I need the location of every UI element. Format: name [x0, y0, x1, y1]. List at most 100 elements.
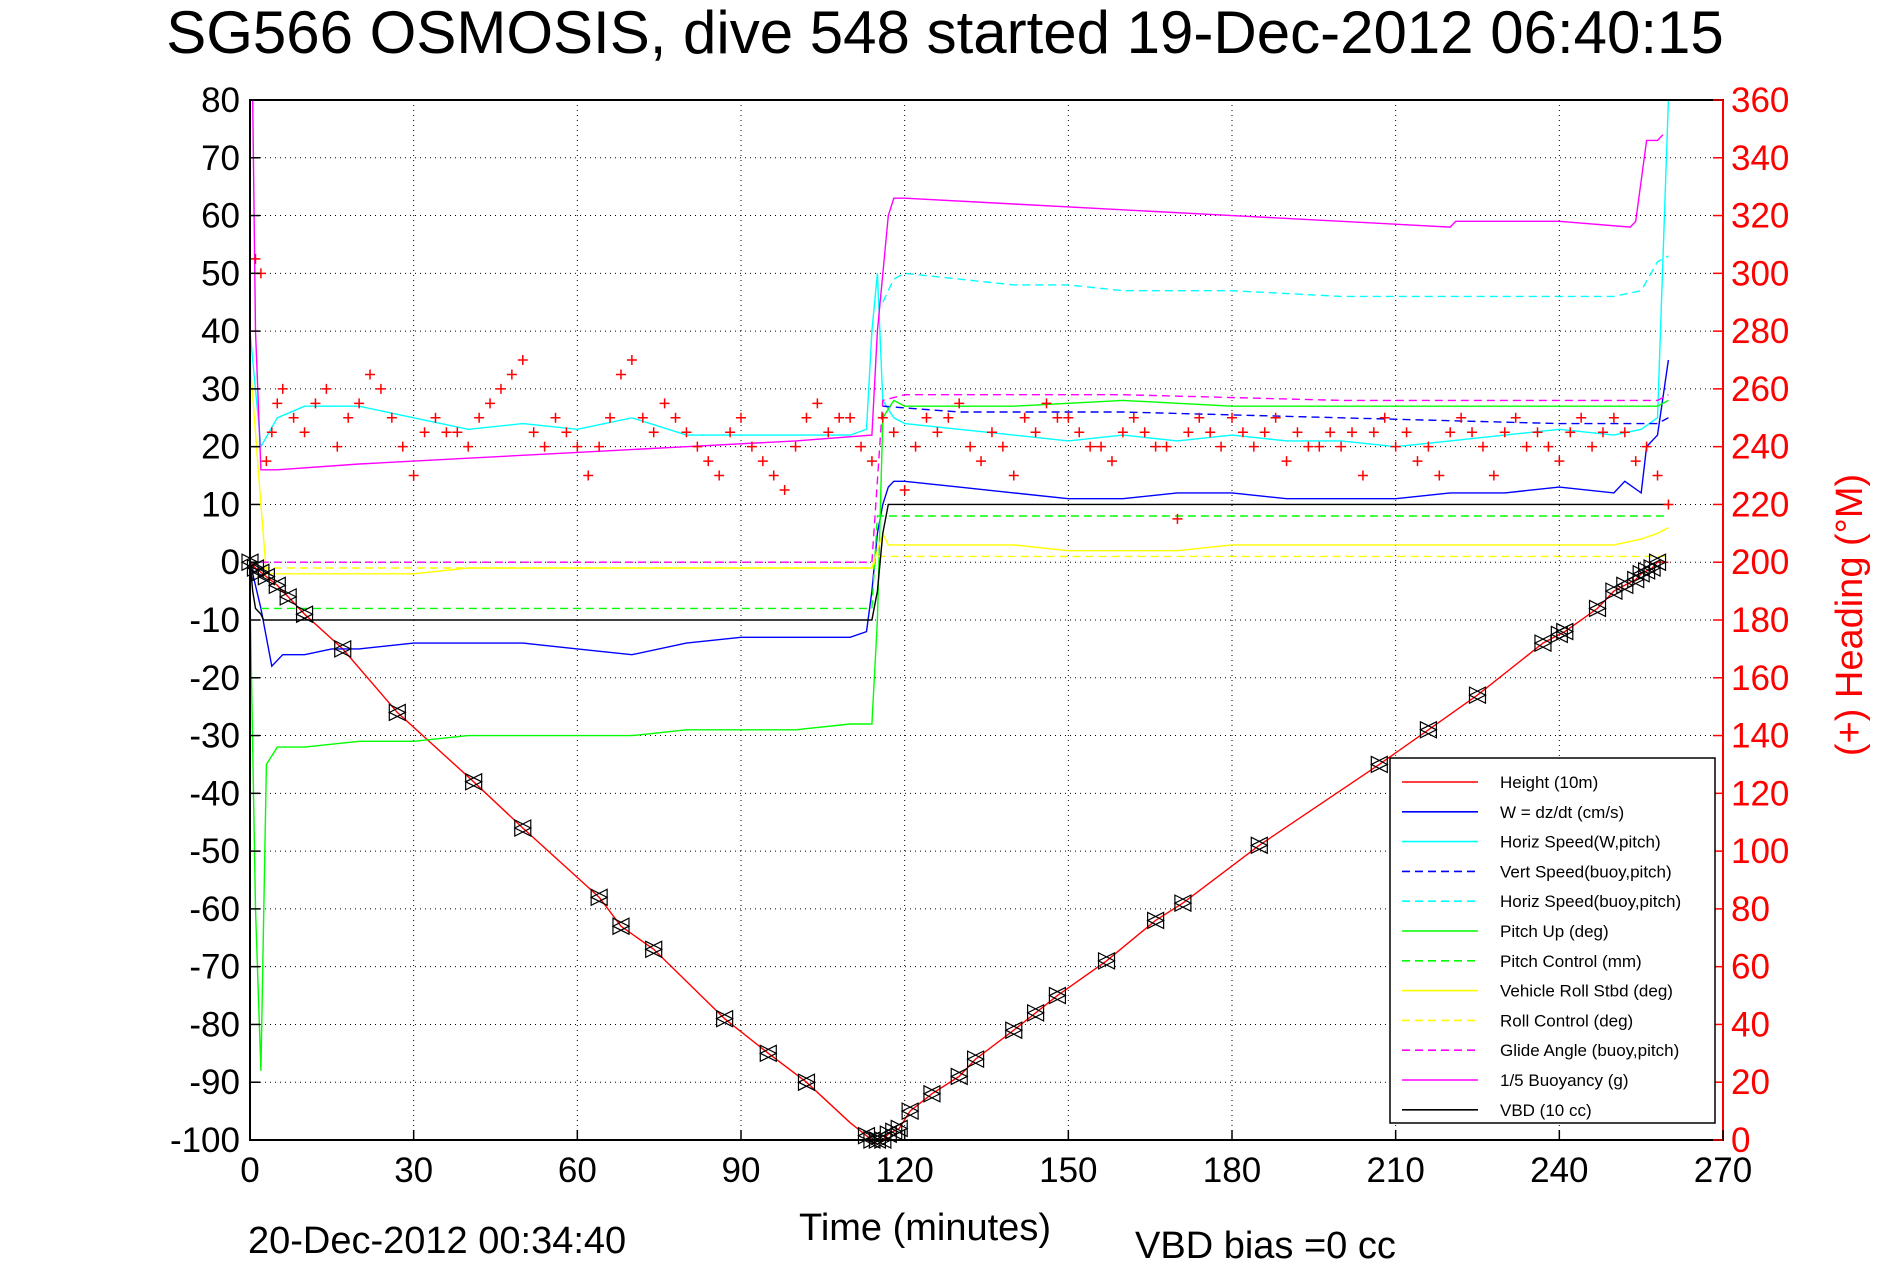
legend-label: Pitch Control (mm)	[1500, 952, 1642, 971]
heading-point	[1423, 441, 1434, 452]
right-tick-label: 320	[1731, 197, 1789, 236]
sample-marker	[333, 639, 353, 658]
heading-point	[1412, 456, 1423, 467]
legend-label: Height (10m)	[1500, 773, 1598, 792]
heading-point	[430, 412, 441, 423]
right-tick-label: 340	[1731, 139, 1789, 178]
left-tick-label: 80	[201, 81, 240, 120]
heading-point	[943, 412, 954, 423]
heading-point	[539, 441, 550, 452]
heading-point	[932, 427, 943, 438]
right-tick-label: 20	[1731, 1063, 1770, 1102]
heading-point	[714, 470, 725, 481]
heading-point	[1281, 456, 1292, 467]
left-axis-ticks: 80 70 60 50 40 30 20 10 0 -10 -20 -30 -40 -50 -60 -70 -8…	[170, 81, 260, 1160]
sample-marker	[966, 1050, 985, 1069]
heading-point	[823, 427, 834, 438]
heading-point	[561, 427, 572, 438]
sample-marker	[1648, 553, 1667, 572]
heading-point	[277, 383, 288, 394]
heading-markers	[250, 253, 1674, 524]
sample-marker	[513, 819, 533, 837]
left-tick-label: 30	[201, 370, 240, 409]
sample-marker	[889, 1119, 909, 1138]
sample-marker	[1369, 755, 1389, 774]
heading-point	[877, 412, 888, 423]
chart-title: SG566 OSMOSIS, dive 548 started 19-Dec-2…	[166, 0, 1724, 66]
left-tick-label: -40	[189, 774, 240, 813]
heading-point	[1467, 427, 1478, 438]
heading-point	[1128, 412, 1139, 423]
heading-point	[1085, 441, 1096, 452]
right-tick-label: 220	[1731, 485, 1789, 524]
heading-point	[1587, 441, 1598, 452]
heading-point	[1096, 441, 1107, 452]
series-4-line	[882, 255, 1669, 303]
heading-point	[1336, 441, 1347, 452]
heading-point	[1510, 412, 1521, 423]
right-tick-label: 80	[1731, 890, 1770, 929]
sample-marker	[1004, 1021, 1024, 1040]
heading-point	[768, 470, 779, 481]
heading-point	[910, 441, 921, 452]
heading-point	[1259, 427, 1270, 438]
heading-point	[757, 456, 768, 467]
heading-point	[812, 398, 823, 409]
right-tick-label: 300	[1731, 254, 1789, 293]
right-tick-label: 360	[1731, 81, 1789, 120]
sample-marker	[922, 1084, 942, 1103]
heading-point	[310, 398, 321, 409]
heading-point	[1161, 441, 1172, 452]
sample-marker	[464, 772, 484, 791]
sample-marker	[1249, 836, 1269, 855]
heading-point	[1019, 412, 1030, 423]
heading-point	[605, 412, 616, 423]
heading-point	[1183, 427, 1194, 438]
heading-point	[899, 485, 910, 495]
heading-point	[1521, 441, 1532, 452]
x-tick-label: 210	[1366, 1151, 1424, 1190]
series-5-line	[250, 399, 1669, 1071]
heading-point	[986, 427, 997, 438]
heading-point	[637, 412, 648, 423]
sample-marker	[387, 703, 407, 722]
legend-label: Horiz Speed(W,pitch)	[1500, 833, 1661, 852]
heading-point	[386, 412, 397, 423]
heading-point	[1227, 412, 1237, 423]
sample-marker	[1173, 894, 1193, 913]
heading-point	[474, 412, 485, 423]
right-axis-ticks: 3603403203002802602402202001801601401201…	[1713, 81, 1789, 1160]
heading-point	[866, 456, 877, 467]
right-tick-label: 200	[1731, 543, 1789, 582]
heading-point	[703, 456, 714, 467]
heading-point	[615, 369, 626, 380]
sample-marker	[267, 576, 287, 595]
sample-marker	[1555, 622, 1575, 641]
heading-point	[572, 441, 583, 452]
heading-point	[375, 383, 386, 394]
legend-label: Pitch Up (deg)	[1500, 922, 1609, 941]
heading-point	[272, 398, 283, 409]
sample-marker	[1026, 1003, 1045, 1022]
sample-marker	[246, 559, 265, 577]
sample-marker	[949, 1067, 969, 1086]
heading-point	[856, 441, 867, 452]
x-axis-ticks: 0 30 60 90 120 150 180 210 240 270	[240, 1130, 1752, 1190]
marker-layer	[240, 553, 1667, 1149]
heading-point	[1477, 441, 1488, 452]
heading-point	[1205, 427, 1216, 438]
heading-point	[1063, 412, 1074, 423]
left-tick-label: 10	[201, 485, 240, 524]
sample-marker	[278, 587, 298, 606]
series-10-line	[252, 100, 1664, 471]
right-tick-label: 140	[1731, 717, 1789, 756]
heading-point	[1445, 427, 1456, 438]
heading-point	[1303, 441, 1314, 452]
heading-point	[1543, 441, 1554, 452]
heading-point	[1194, 412, 1205, 423]
heading-point	[1237, 427, 1248, 438]
legend-label: Glide Angle (buoy,pitch)	[1500, 1041, 1679, 1060]
series-layer	[250, 100, 1674, 1140]
series-11-line	[250, 503, 1669, 621]
